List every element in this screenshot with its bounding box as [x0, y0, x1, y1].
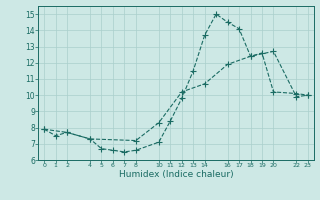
X-axis label: Humidex (Indice chaleur): Humidex (Indice chaleur) — [119, 170, 233, 179]
